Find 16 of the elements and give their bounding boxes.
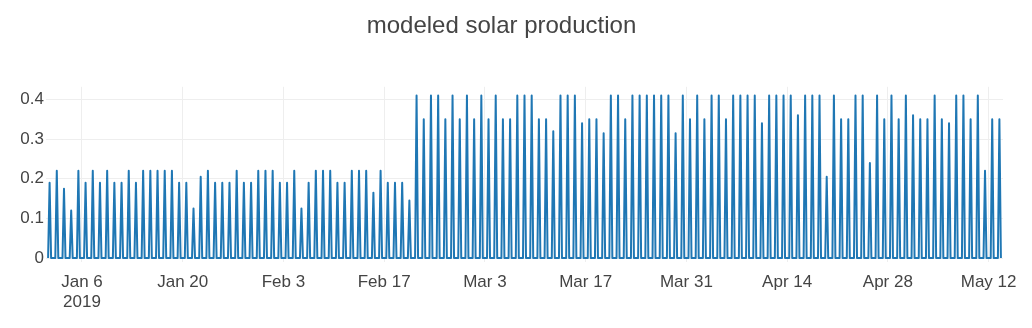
y-tick-label: 0.3 — [20, 128, 44, 148]
x-tick-label: Feb 3 — [261, 271, 306, 291]
chart-title: modeled solar production — [366, 11, 637, 39]
x-tick-label: May 12 — [960, 271, 1017, 291]
x-tick-label: Apr 28 — [862, 271, 913, 291]
x-tick-label: Mar 31 — [659, 271, 713, 291]
y-tick-label: 0.4 — [20, 89, 44, 109]
y-tick-label: 0.1 — [20, 208, 44, 228]
x-tick-label: Apr 14 — [762, 271, 813, 291]
x-tick-label: Jan 20 — [157, 271, 209, 291]
y-tick-label: 0 — [34, 247, 44, 267]
y-tick-label: 0.2 — [20, 168, 44, 188]
x-tick-label: Jan 6 2019 — [61, 271, 103, 312]
x-tick-label: Mar 3 — [463, 271, 507, 291]
x-tick-label: Feb 17 — [357, 271, 411, 291]
x-tick-label: Mar 17 — [559, 271, 613, 291]
